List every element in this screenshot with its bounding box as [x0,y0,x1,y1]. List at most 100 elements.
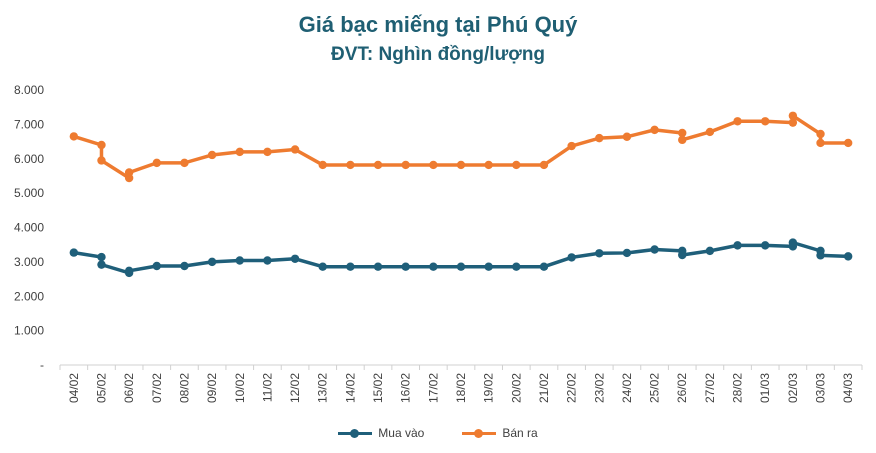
x-tick-label: 11/02 [260,373,274,402]
x-tick-label: 09/02 [205,373,219,403]
data-point-1 [733,117,742,126]
data-point-0 [788,238,798,247]
x-tick-label: 28/02 [731,373,745,403]
x-tick-label: 13/02 [316,373,330,403]
data-point-0 [567,253,576,262]
data-point-0 [401,262,410,271]
data-point-1 [539,160,549,170]
data-point-1 [788,111,798,120]
data-point-1 [235,147,244,157]
data-point-1 [263,147,272,157]
data-point-1 [69,132,79,141]
x-tick-label: 25/02 [648,373,662,403]
y-tick-label: 6.000 [14,152,44,166]
x-tick-label: 17/02 [426,373,440,403]
data-point-0 [622,248,632,258]
data-point-0 [456,262,466,271]
data-point-0 [235,256,244,265]
data-point-0 [69,248,79,257]
data-point-1 [401,160,410,170]
data-point-0 [595,249,604,258]
data-point-1 [97,140,106,150]
x-tick-label: 22/02 [565,373,579,403]
x-tick-label: 08/02 [177,373,191,403]
data-point-0 [373,262,383,271]
x-tick-label: 23/02 [592,373,606,403]
x-axis: 04/02 05/02 06/02 07/02 08/02 09/02 10/02 11/02… [59,364,863,403]
y-tick-label: - [40,358,44,372]
data-point-0 [263,256,272,265]
data-point-0 [346,262,355,271]
data-point-1 [622,132,632,141]
data-point-1 [456,160,466,170]
data-point-0 [318,262,327,271]
legend-item-buy[interactable]: Mua vào [338,426,424,440]
x-tick-label: 10/02 [233,373,247,403]
data-point-1 [97,156,106,165]
x-tick-label: 03/03 [814,373,828,403]
data-point-0 [678,250,687,260]
x-tick-label: 20/02 [509,373,523,403]
data-point-1 [650,125,659,135]
data-point-0 [484,262,493,271]
data-point-0 [152,261,161,271]
chart-title: Giá bạc miếng tại Phú Quý [298,12,578,37]
data-point-0 [429,262,438,271]
data-point-1 [152,158,161,168]
data-point-1 [429,160,438,170]
x-tick-label: 12/02 [288,373,302,403]
x-tick-label: 04/02 [67,373,81,403]
series-line-0 [73,240,849,275]
y-tick-label: 7.000 [14,117,44,131]
y-tick-label: 5.000 [14,186,44,200]
x-tick-label: 01/03 [758,373,772,403]
data-point-0 [761,241,770,250]
data-point-0 [124,266,134,276]
data-point-0 [207,257,217,267]
x-tick-label: 07/02 [150,373,164,403]
x-tick-label: 19/02 [482,373,496,403]
data-point-1 [124,168,134,177]
legend-label-sell: Bán ra [502,426,538,440]
x-tick-label: 04/03 [841,373,855,403]
y-tick-label: 2.000 [14,289,44,303]
data-point-0 [843,252,853,261]
data-point-1 [678,128,687,138]
x-tick-label: 18/02 [454,373,468,403]
data-point-1 [567,141,576,151]
data-point-1 [512,160,521,170]
data-point-0 [733,241,742,250]
x-tick-label: 15/02 [371,373,385,403]
y-tick-label: 3.000 [14,255,44,269]
data-point-0 [816,251,825,260]
data-point-1 [484,160,493,170]
data-point-1 [761,117,770,126]
data-point-1 [678,135,687,145]
x-tick-label: 06/02 [122,373,136,403]
data-point-1 [290,145,300,154]
data-point-1 [843,138,853,148]
chart-subtitle: ĐVT: Nghìn đồng/lượng [330,44,546,65]
data-point-1 [318,160,327,170]
data-point-0 [290,254,300,263]
data-point-1 [788,118,798,127]
data-point-0 [180,261,189,271]
data-point-1 [346,160,355,170]
x-tick-label: 27/02 [703,373,717,403]
x-tick-label: 26/02 [675,373,689,403]
legend-label-buy: Mua vào [378,426,425,440]
data-point-0 [97,260,106,269]
legend-item-sell[interactable]: Bán ra [462,426,538,440]
x-tick-label: 05/02 [94,373,108,403]
legend-swatch-sell [462,428,497,438]
data-point-1 [180,158,189,168]
legend-swatch-buy [338,428,373,438]
data-point-1 [816,129,825,139]
data-point-0 [650,245,659,254]
data-point-0 [512,262,521,271]
data-point-0 [97,252,106,262]
series-layer [69,111,853,278]
legend: Mua vào Bán ra [0,426,876,440]
